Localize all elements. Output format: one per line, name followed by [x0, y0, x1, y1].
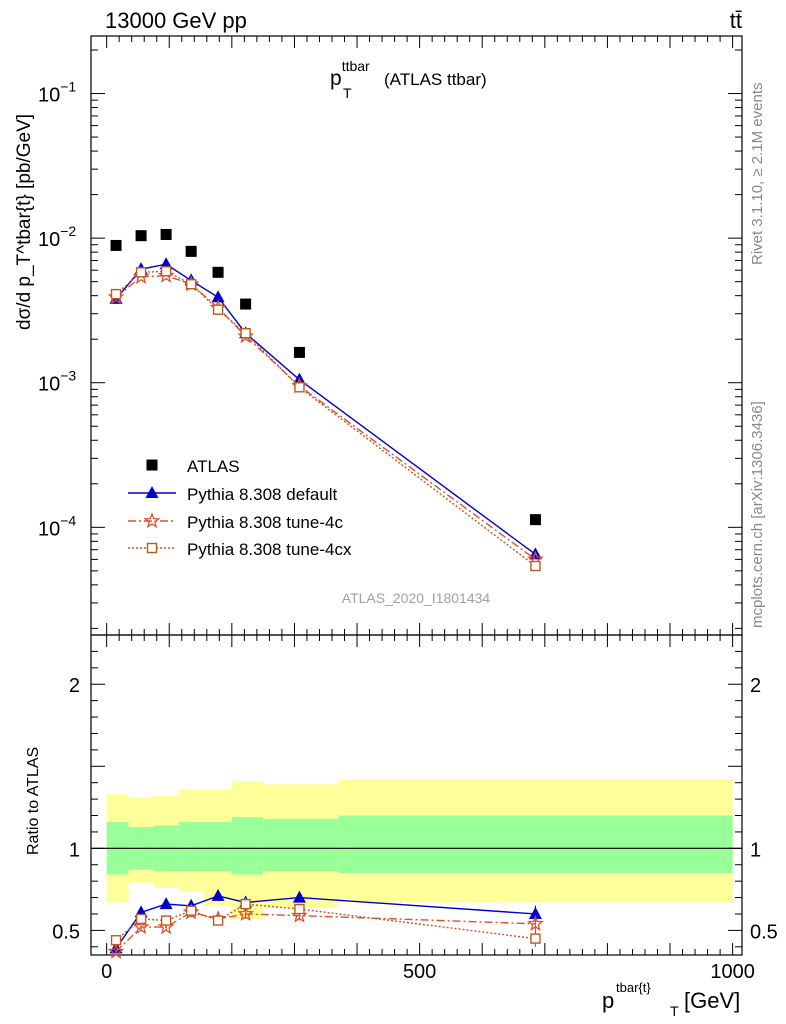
legend-marker-3	[146, 542, 158, 554]
ratio-point-2	[132, 918, 150, 935]
ratio-point-3	[135, 913, 147, 925]
x-tick-label: 500	[403, 961, 436, 983]
series-point-0	[110, 239, 122, 251]
ratio-point-3	[160, 915, 172, 926]
ratio-point-3	[294, 903, 305, 915]
series-point-3	[110, 288, 122, 300]
series-point-3	[294, 382, 305, 393]
series-point-0	[293, 346, 305, 358]
ratio-point-2	[527, 914, 544, 931]
plot-title: pttbar	[330, 58, 370, 90]
ratio-tick-label-right: 2	[750, 675, 761, 697]
y-tick-label: 10−4	[38, 512, 76, 540]
ratio-point-3	[240, 898, 251, 910]
series-point-1	[211, 290, 225, 303]
ratio-point-1	[211, 888, 225, 901]
uncertainty-bands	[106, 779, 733, 919]
ratio-tick-label-left: 1	[69, 839, 80, 861]
energy-label: 13000 GeV pp	[105, 8, 247, 33]
inner-band-bin	[231, 817, 264, 875]
ratio-y-axis-label: Ratio to ATLAS	[25, 747, 42, 855]
plot-title-rest: (ATLAS ttbar)	[384, 70, 487, 89]
series-point-0	[240, 298, 252, 310]
analysis-watermark: ATLAS_2020_I1801434	[342, 590, 491, 606]
ratio-point-3	[212, 915, 224, 926]
series-line-1	[115, 263, 536, 555]
y-tick-label: 10−3	[38, 368, 76, 396]
series-point-3	[240, 328, 251, 339]
legend-label-atlas: ATLAS	[187, 457, 240, 476]
inner-band-bin	[263, 818, 339, 872]
inner-band-bin	[338, 815, 733, 873]
ratio-line-1	[115, 895, 536, 949]
series-point-0	[212, 266, 224, 278]
series-point-0	[160, 228, 172, 240]
ratio-point-1	[292, 890, 306, 903]
legend: ATLAS Pythia 8.308 default Pythia 8.308 …	[128, 457, 352, 559]
legend-marker-1	[145, 486, 159, 498]
rivet-label: Rivet 3.1.10, ≥ 2.1M events	[749, 83, 766, 266]
plot-title-sup: ttbar	[342, 58, 370, 74]
y-tick-label: 10−1	[38, 79, 76, 107]
y-axis-label: dσ/d p_T^tbar{t} [pb/GeV]	[14, 114, 35, 330]
ratio-point-3	[530, 933, 541, 944]
mcplots-label: mcplots.cern.ch [arXiv:1306.3436]	[749, 401, 766, 628]
ratio-point-2	[107, 942, 125, 959]
ratio-tick-label-left: 0.5	[52, 921, 80, 943]
y-tick-label: 10−2	[38, 223, 76, 251]
axes: 0 500 1000 10−1 10−2 10−3 10−4 0.5 0.5 1 1 2 2	[38, 35, 778, 983]
ratio-point-1	[109, 941, 123, 954]
x-tick-label: 1000	[710, 961, 755, 983]
series-point-3	[185, 279, 197, 290]
series-layer	[107, 228, 544, 572]
legend-label-tune-4c: Pythia 8.308 tune-4c	[187, 513, 343, 532]
legend-label-default: Pythia 8.308 default	[187, 485, 338, 504]
x-tick-label: 0	[101, 961, 112, 983]
series-point-3	[160, 266, 172, 277]
series-point-3	[530, 560, 541, 572]
inner-band-bin	[203, 822, 232, 872]
series-point-0	[135, 230, 147, 242]
ratio-tick-label-left: 2	[69, 675, 80, 697]
x-axis-label-sub: T	[670, 1003, 679, 1019]
series-point-3	[135, 267, 147, 278]
plot-title-main: p	[330, 67, 342, 90]
x-axis-label-unit: [GeV]	[684, 988, 740, 1013]
ratio-point-1	[528, 906, 542, 919]
ratio-layer	[107, 888, 544, 959]
x-axis-label-sup: tbar{t}	[616, 980, 651, 995]
legend-marker-2	[143, 512, 161, 529]
x-axis-label-main: p	[602, 988, 614, 1013]
ratio-point-2	[237, 905, 254, 922]
series-point-0	[185, 245, 197, 257]
plot-title-sub: T	[343, 85, 352, 101]
ratio-tick-label-right: 1	[750, 839, 761, 861]
series-point-0	[529, 514, 541, 526]
ratio-line-2	[115, 911, 536, 953]
ratio-point-3	[110, 935, 122, 946]
process-label: tt̄	[730, 8, 742, 33]
ratio-point-1	[159, 897, 173, 910]
legend-label-tune-4cx: Pythia 8.308 tune-4cx	[187, 540, 352, 559]
ratio-point-3	[185, 905, 197, 916]
legend-marker-0	[146, 459, 158, 471]
ratio-tick-label-right: 0.5	[750, 921, 778, 943]
ratio-frame	[90, 634, 743, 956]
inner-band-bin	[178, 822, 204, 872]
series-point-3	[212, 304, 224, 315]
